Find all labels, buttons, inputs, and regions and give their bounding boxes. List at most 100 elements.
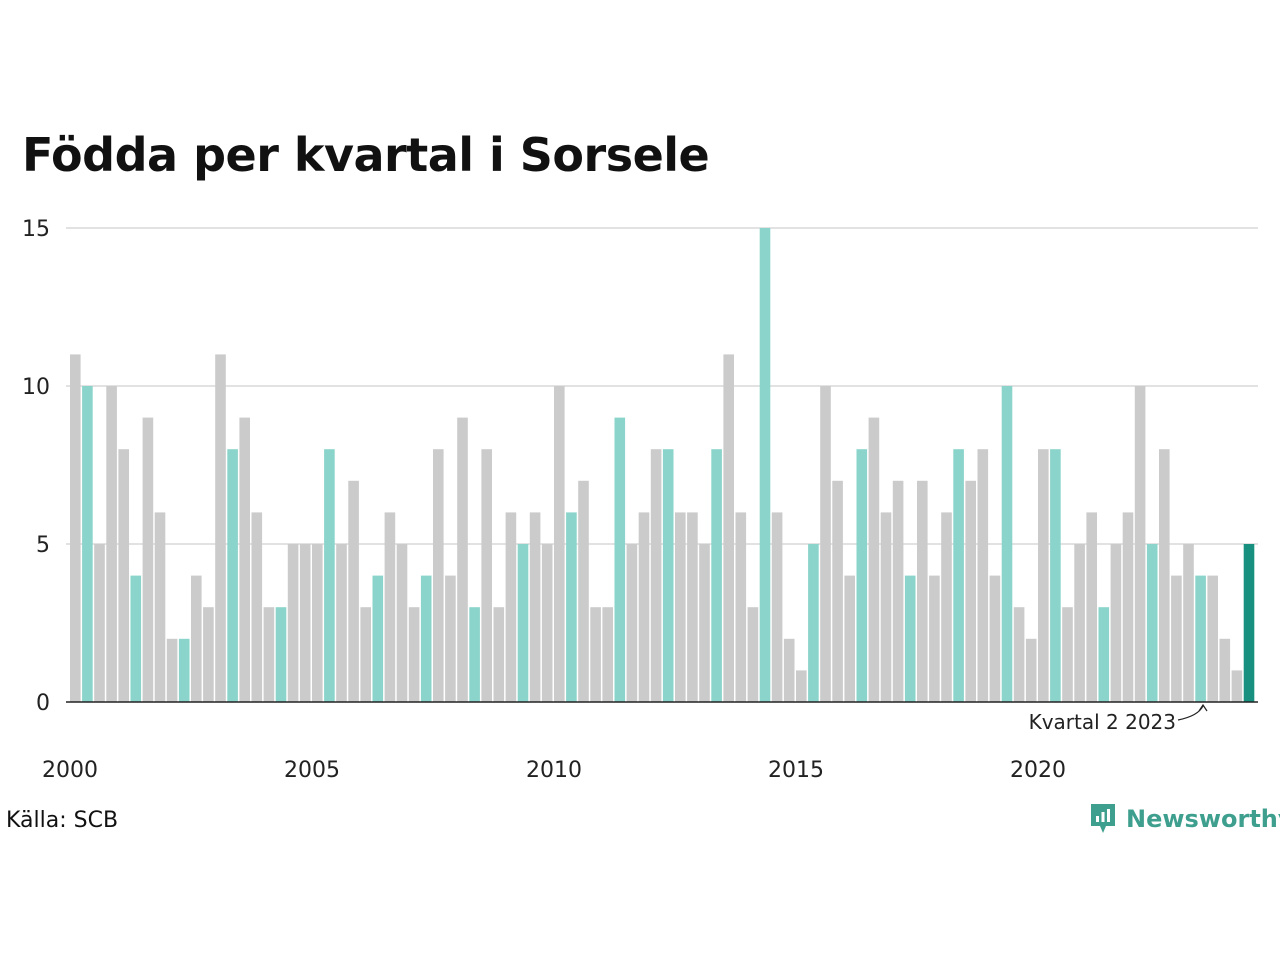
bar	[1231, 670, 1243, 702]
bar	[420, 575, 432, 702]
bar	[299, 544, 311, 702]
bar	[372, 575, 384, 702]
bar	[602, 607, 613, 702]
bar	[917, 480, 928, 702]
annotation-label: Kvartal 2 2023	[1029, 710, 1176, 734]
bar	[106, 386, 117, 702]
bar	[1171, 575, 1182, 702]
bar	[578, 480, 589, 702]
bar	[566, 512, 577, 702]
bar	[1098, 607, 1110, 702]
x-axis-ticks: 2000 2005 2010 2015 2020	[42, 758, 1066, 783]
bar	[1013, 607, 1025, 702]
bar	[263, 607, 275, 702]
x-tick-label: 2000	[42, 758, 98, 783]
bar	[783, 638, 795, 702]
bar	[868, 417, 880, 702]
bar	[856, 449, 868, 702]
bar	[1195, 575, 1206, 702]
bar	[312, 544, 323, 702]
bar	[820, 386, 831, 702]
bar	[1146, 544, 1158, 702]
bar	[227, 449, 238, 702]
bar	[892, 480, 904, 702]
bar	[989, 575, 1001, 702]
bar	[1050, 449, 1061, 702]
bar	[844, 575, 855, 702]
x-tick-label: 2020	[1010, 758, 1066, 783]
bar	[904, 575, 916, 702]
bar	[977, 449, 989, 702]
bar	[1122, 512, 1134, 702]
x-tick-label: 2010	[526, 758, 582, 783]
bar	[747, 607, 759, 702]
x-tick-label: 2015	[768, 758, 824, 783]
bar	[166, 638, 178, 702]
bar	[626, 544, 638, 702]
bar	[82, 386, 93, 702]
bar	[541, 544, 553, 702]
bar	[1038, 449, 1049, 702]
bar	[1001, 386, 1013, 702]
bar	[638, 512, 650, 702]
bar	[1025, 638, 1037, 702]
y-tick-label: 10	[22, 375, 50, 400]
annotation-arrow	[1177, 703, 1208, 721]
y-tick-label: 0	[36, 691, 50, 716]
bar	[965, 480, 976, 702]
bar	[275, 607, 287, 702]
bar	[723, 354, 734, 702]
bar	[554, 386, 565, 702]
y-axis-ticks: 0 5 10 15	[22, 217, 50, 716]
bar	[941, 512, 952, 702]
bar	[348, 480, 359, 702]
bar	[324, 449, 335, 702]
bar	[662, 449, 674, 702]
bar	[796, 670, 807, 702]
bar	[735, 512, 747, 702]
bar-chart: 0 5 10 15 2000 2005 2010 2015 2020 Kvartal 2 20…	[22, 217, 1258, 783]
bar	[178, 638, 190, 702]
bar	[142, 417, 154, 702]
bar	[517, 544, 529, 702]
bar	[239, 417, 250, 702]
chart-title: Födda per kvartal i Sorsele	[22, 128, 710, 182]
bar	[203, 607, 214, 702]
bar	[384, 512, 396, 702]
y-tick-label: 15	[22, 217, 50, 242]
bar	[699, 544, 710, 702]
bar	[336, 544, 347, 702]
bar	[1219, 638, 1231, 702]
bars	[70, 228, 1255, 702]
newsworthy-logo[interactable]: Newsworthy	[1088, 802, 1280, 836]
bar	[469, 607, 480, 702]
bar	[771, 512, 783, 702]
bar	[215, 354, 226, 702]
annotation: Kvartal 2 2023	[1029, 703, 1208, 734]
bar	[759, 228, 771, 702]
bar	[929, 575, 940, 702]
bar	[1207, 575, 1218, 702]
bar	[1062, 607, 1073, 702]
bar	[529, 512, 541, 702]
bar	[191, 575, 202, 702]
bar	[953, 449, 964, 702]
bar	[118, 449, 129, 702]
bar	[590, 607, 601, 702]
bar	[675, 512, 686, 702]
bar	[1183, 544, 1194, 702]
y-tick-label: 5	[36, 533, 50, 558]
bar	[396, 544, 408, 702]
bar	[251, 512, 263, 702]
bar	[360, 607, 371, 702]
source-label: Källa: SCB	[6, 808, 119, 833]
bar	[687, 512, 698, 702]
bar	[614, 417, 626, 702]
newsworthy-icon	[1091, 804, 1115, 833]
bar	[1086, 512, 1097, 702]
bar	[650, 449, 662, 702]
bar	[1074, 544, 1085, 702]
bar	[130, 575, 142, 702]
bar	[445, 575, 456, 702]
x-tick-label: 2005	[284, 758, 340, 783]
